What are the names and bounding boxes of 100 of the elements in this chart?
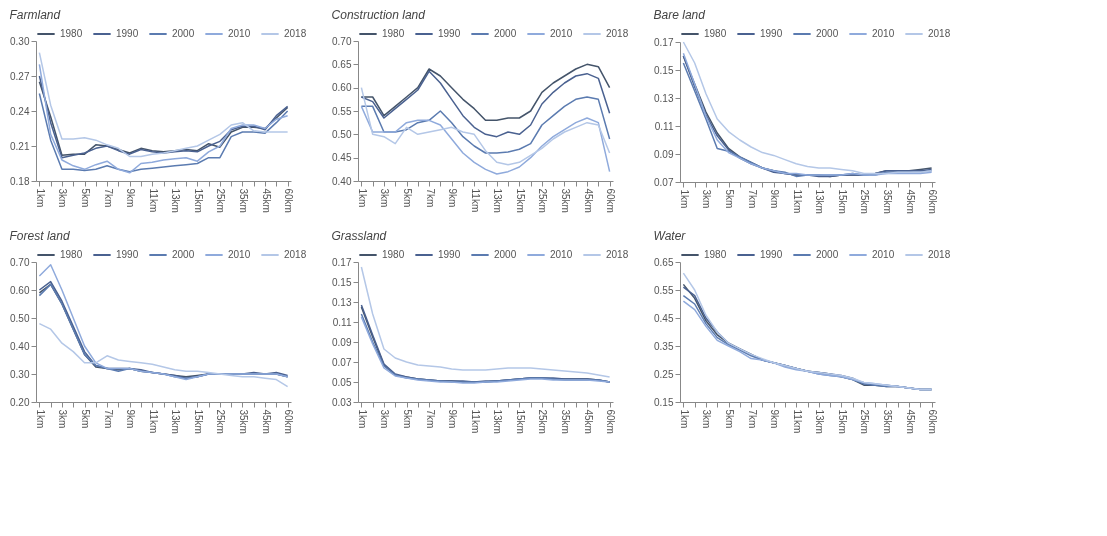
x-tick-label: 9km: [125, 409, 137, 429]
x-tick-label: 1km: [356, 188, 368, 208]
y-tick-label: 0.70: [10, 256, 30, 268]
legend-label: 2000: [494, 249, 517, 260]
x-tick-label: 5km: [80, 409, 92, 429]
y-tick-label: 0.24: [10, 105, 30, 117]
x-tick-label: 45km: [582, 188, 594, 213]
x-tick-label: 11km: [791, 409, 803, 434]
y-tick-label: 0.65: [332, 58, 352, 70]
y-tick-label: 0.50: [10, 312, 30, 324]
x-tick-label: 7km: [424, 409, 436, 429]
legend-label: 2018: [928, 249, 951, 260]
legend-label: 2010: [228, 249, 251, 260]
x-tick-label: 25km: [215, 188, 227, 213]
legend-label: 2018: [606, 28, 629, 39]
y-tick-label: 0.15: [654, 64, 674, 76]
y-tick-label: 0.70: [332, 35, 352, 47]
x-tick-label: 13km: [170, 188, 182, 213]
y-tick-label: 0.30: [10, 368, 30, 380]
x-tick-label: 13km: [492, 188, 504, 213]
y-tick-label: 0.65: [654, 256, 674, 268]
x-tick-label: 35km: [237, 188, 249, 213]
x-tick-label: 3km: [379, 409, 391, 429]
legend-label: 1990: [438, 28, 461, 39]
legend-label: 1990: [760, 249, 783, 260]
x-tick-label: 9km: [769, 409, 781, 429]
x-tick-label: 1km: [678, 189, 690, 209]
x-tick-label: 15km: [514, 409, 526, 434]
x-tick-label: 11km: [147, 409, 159, 434]
y-tick-label: 0.18: [10, 175, 30, 187]
y-tick-label: 0.45: [332, 152, 352, 164]
x-tick-label: 7km: [424, 188, 436, 208]
legend-label: 2000: [816, 249, 839, 260]
y-tick-label: 0.11: [654, 120, 674, 132]
legend-label: 2018: [928, 28, 951, 39]
legend-label: 1980: [382, 249, 405, 260]
legend-label: 1980: [60, 249, 83, 260]
legend-label: 1980: [704, 249, 727, 260]
x-tick-label: 60km: [605, 188, 617, 213]
x-tick-label: 15km: [514, 188, 526, 213]
x-tick-label: 13km: [170, 409, 182, 434]
x-tick-label: 45km: [260, 188, 272, 213]
legend-label: 1980: [382, 28, 405, 39]
y-tick-label: 0.60: [10, 284, 30, 296]
y-tick-label: 0.27: [10, 70, 30, 82]
x-tick-label: 45km: [904, 189, 916, 214]
x-tick-label: 25km: [215, 409, 227, 434]
x-tick-label: 11km: [147, 188, 159, 213]
x-tick-label: 3km: [379, 188, 391, 208]
legend-label: 1990: [760, 28, 783, 39]
legend-label: 2010: [550, 28, 573, 39]
chart-title: Farmland: [9, 8, 61, 22]
y-tick-label: 0.40: [10, 340, 30, 352]
x-tick-label: 1km: [356, 409, 368, 429]
legend-label: 2000: [172, 249, 195, 260]
x-tick-label: 9km: [125, 188, 137, 208]
legend-label: 2010: [872, 249, 895, 260]
y-tick-label: 0.40: [332, 175, 352, 187]
x-tick-label: 7km: [746, 189, 758, 209]
x-tick-label: 13km: [492, 409, 504, 434]
legend-label: 2000: [494, 28, 517, 39]
legend-label: 2010: [550, 249, 573, 260]
x-tick-label: 45km: [582, 409, 594, 434]
y-tick-label: 0.35: [654, 340, 674, 352]
y-tick-label: 0.25: [654, 368, 674, 380]
x-tick-label: 3km: [57, 409, 69, 429]
y-tick-label: 0.20: [10, 396, 30, 408]
legend-label: 2018: [606, 249, 629, 260]
chart-title: Water: [653, 229, 687, 243]
y-tick-label: 0.09: [654, 148, 674, 160]
x-tick-label: 11km: [791, 189, 803, 214]
x-tick-label: 11km: [469, 188, 481, 213]
y-tick-label: 0.17: [332, 256, 352, 268]
x-tick-label: 3km: [701, 409, 713, 429]
y-tick-label: 0.13: [332, 296, 352, 308]
x-tick-label: 35km: [559, 409, 571, 434]
x-tick-label: 25km: [859, 409, 871, 434]
legend-label: 1990: [438, 249, 461, 260]
x-tick-label: 60km: [283, 409, 295, 434]
x-tick-label: 9km: [447, 409, 459, 429]
y-tick-label: 0.13: [654, 92, 674, 104]
y-tick-label: 0.15: [332, 276, 352, 288]
x-tick-label: 11km: [469, 409, 481, 434]
y-tick-label: 0.03: [332, 396, 352, 408]
x-tick-label: 25km: [537, 409, 549, 434]
x-tick-label: 15km: [836, 189, 848, 214]
x-tick-label: 13km: [814, 409, 826, 434]
chart-title: Forest land: [9, 229, 70, 243]
y-tick-label: 0.60: [332, 82, 352, 94]
x-tick-label: 60km: [605, 409, 617, 434]
y-tick-label: 0.30: [10, 35, 30, 47]
x-tick-label: 5km: [724, 189, 736, 209]
x-tick-label: 9km: [447, 188, 459, 208]
x-tick-label: 60km: [927, 409, 939, 434]
legend-label: 2018: [284, 28, 307, 39]
x-tick-label: 7km: [102, 409, 114, 429]
x-tick-label: 5km: [80, 188, 92, 208]
y-tick-label: 0.50: [332, 128, 352, 140]
legend-label: 2010: [872, 28, 895, 39]
x-tick-label: 35km: [881, 409, 893, 434]
